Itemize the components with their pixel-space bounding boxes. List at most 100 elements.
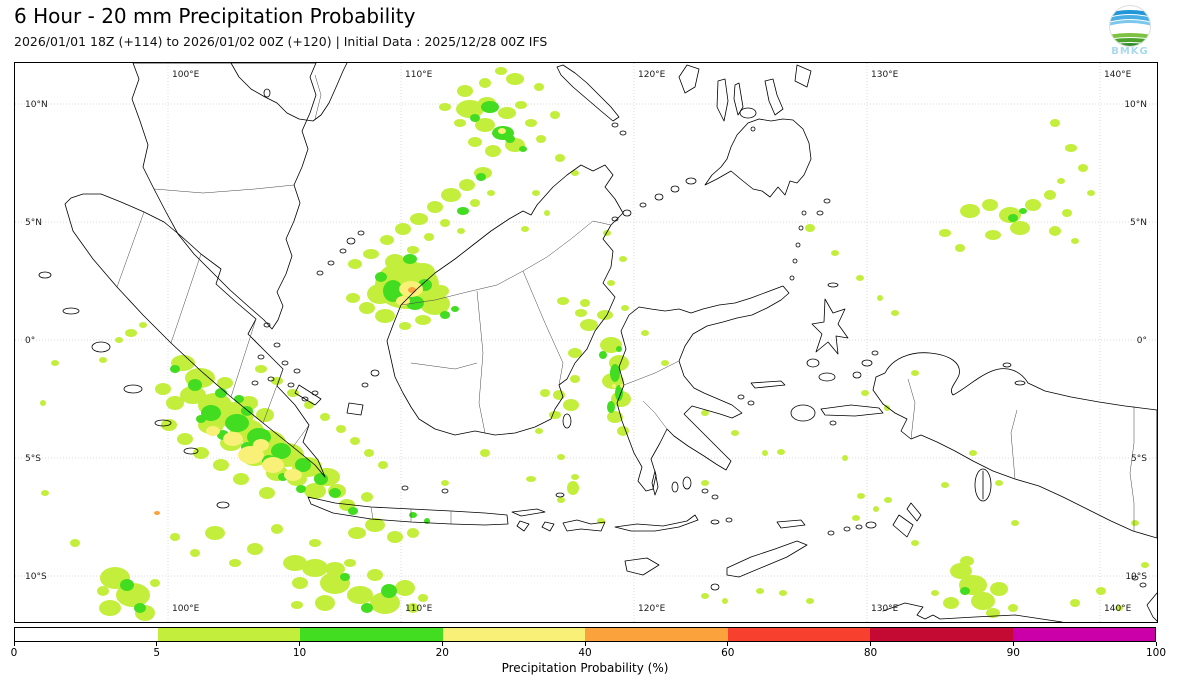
precip-patch-10-20% [201, 405, 221, 421]
precip-patch-10-20% [241, 406, 253, 416]
precip-patch-10-20% [607, 401, 615, 413]
precip-patch-10-20% [170, 365, 180, 373]
precip-patch-5-10% [1049, 226, 1061, 236]
precip-patch-10-20% [481, 101, 499, 113]
precip-patch-5-10% [1141, 562, 1149, 568]
precip-patch-5-10% [205, 526, 225, 540]
precip-patch-5-10% [607, 280, 615, 286]
precip-patch-20-40% [223, 432, 243, 446]
precip-patch-5-10% [852, 515, 860, 521]
precip-patch-5-10% [125, 329, 137, 337]
precip-patch-5-10% [177, 433, 193, 445]
colorbar-segment [727, 628, 870, 641]
precip-patch-5-10% [304, 401, 314, 409]
precip-patch-5-10% [969, 450, 977, 456]
precip-patch-5-10% [40, 400, 46, 406]
precip-patches [40, 67, 1149, 621]
colorbar-tick-label: 10 [292, 647, 307, 659]
precip-patch-10-20% [120, 579, 134, 591]
precip-patch-5-10% [439, 103, 451, 111]
precip-patch-5-10% [1078, 164, 1088, 172]
precip-patch-5-10% [884, 497, 892, 503]
precip-patch-5-10% [415, 315, 431, 325]
lon-label: 130°E [871, 604, 899, 614]
precip-patch-5-10% [779, 590, 787, 596]
precip-patch-5-10% [361, 492, 373, 502]
precip-patch-10-20% [470, 114, 480, 122]
precip-patch-5-10% [911, 370, 919, 376]
precip-patch-10-20% [296, 485, 306, 493]
precip-patch-5-10% [475, 118, 495, 132]
precip-patch-5-10% [1008, 604, 1018, 612]
precip-patch-5-10% [271, 524, 283, 534]
precip-patch-10-20% [314, 473, 328, 485]
precip-patch-5-10% [877, 295, 883, 301]
precip-patch-5-10% [470, 199, 480, 207]
precip-patch-5-10% [213, 459, 229, 471]
precip-patch-5-10% [557, 497, 565, 503]
precip-patch-5-10% [440, 219, 450, 227]
precip-patch-5-10% [359, 302, 375, 314]
bmkg-logo-icon: BMKG [1102, 1, 1158, 59]
lon-label: 110°E [405, 604, 433, 614]
precip-patch-5-10% [603, 230, 611, 236]
precip-patch-5-10% [424, 233, 434, 241]
precip-patch-5-10% [549, 411, 561, 419]
colorbar-tick-label: 40 [578, 647, 592, 659]
precip-patch-5-10% [407, 528, 419, 538]
colorbar-tick-label: 90 [1006, 647, 1020, 659]
precip-patch-5-10% [617, 426, 629, 436]
precip-patch-5-10% [515, 101, 527, 109]
precip-patch-5-10% [41, 490, 49, 496]
gridlines [15, 63, 1157, 622]
precip-patch-5-10% [150, 579, 160, 587]
precip-patch-5-10% [457, 228, 465, 234]
precip-patch-5-10% [418, 594, 428, 602]
precip-patch-5-10% [701, 593, 709, 599]
precip-patch-5-10% [256, 408, 274, 422]
precip-patch-5-10% [544, 210, 550, 216]
precip-patch-10-20% [361, 603, 373, 613]
precip-patch-10-20% [348, 507, 358, 515]
precip-patch-5-10% [433, 285, 449, 297]
precip-patch-10-20% [381, 584, 397, 598]
precip-patch-10-20% [960, 587, 970, 595]
precip-patch-5-10% [960, 204, 980, 218]
precipitation-map: 100°E 100°E 110°E 110°E 120°E 120°E 130°E 130°E… [15, 63, 1157, 622]
precip-patch-5-10% [217, 377, 233, 389]
precip-patch-5-10% [661, 360, 669, 366]
colorbar-tick [299, 642, 300, 646]
precip-patch-10-20% [225, 414, 249, 432]
precip-patch-5-10% [468, 137, 482, 147]
precip-patch-5-10% [607, 411, 623, 423]
precip-patch-5-10% [955, 244, 965, 252]
precip-patch-10-20% [457, 207, 469, 215]
precip-patch-10-20% [234, 395, 244, 403]
precip-patch-5-10% [1131, 520, 1139, 526]
precip-patch-5-10% [990, 582, 1008, 596]
lat-label: 10°N [25, 100, 48, 110]
precip-patch-5-10% [1070, 599, 1080, 607]
colorbar-tick [584, 642, 586, 646]
precip-patch-5-10% [1044, 190, 1056, 200]
precip-patch-10-20% [599, 351, 607, 359]
precip-patch-5-10% [51, 360, 59, 366]
precip-patch-5-10% [487, 190, 495, 196]
precip-patch-10-20% [505, 135, 515, 143]
precip-patch-5-10% [762, 450, 768, 456]
precip-patch-5-10% [995, 480, 1003, 486]
precip-patch-10-20% [615, 385, 623, 401]
precip-patch-5-10% [701, 480, 709, 486]
precip-patch-5-10% [557, 454, 565, 460]
lon-label: 100°E [172, 604, 200, 614]
precip-patch-5-10% [570, 375, 580, 383]
lon-label: 140°E [1104, 70, 1132, 80]
lon-label: 120°E [638, 70, 666, 80]
precip-patch-5-10% [304, 483, 326, 499]
colorbar-tick [870, 642, 871, 646]
precip-patch-10-20% [519, 146, 527, 152]
page-title: 6 Hour - 20 mm Precipitation Probability [14, 4, 416, 28]
precip-patch-5-10% [960, 556, 974, 566]
precip-patch-5-10% [861, 390, 869, 396]
